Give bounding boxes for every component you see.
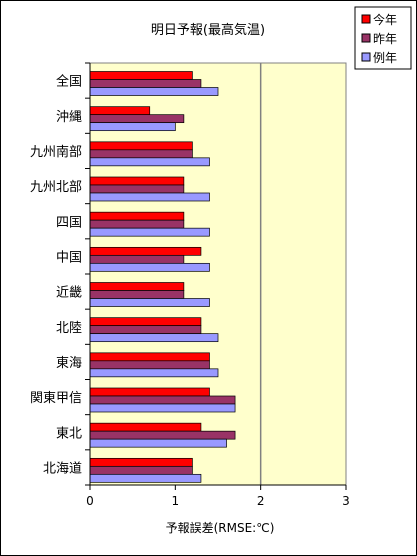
bar-1-5 [89, 211, 185, 221]
bar-1-7 [89, 282, 185, 291]
y-tick-label: 九州南部 [30, 144, 82, 160]
y-tick-label: 北陸 [56, 320, 82, 336]
legend-swatch-2 [361, 33, 371, 43]
bar-2-7 [89, 290, 185, 299]
y-tick-label: 九州北部 [30, 180, 82, 195]
bar-2-1 [89, 79, 202, 88]
bar-3-6 [89, 262, 210, 272]
bar-2-3 [89, 149, 193, 159]
y-tick-label: 北海道 [43, 461, 82, 476]
bar-3-11 [89, 438, 227, 448]
bar-3-5 [89, 227, 210, 237]
bar-3-1 [89, 87, 219, 96]
bar-2-11 [89, 430, 236, 440]
bar-2-4 [89, 184, 185, 194]
y-tick-label: 東海 [56, 355, 82, 371]
bar-1-4 [89, 176, 185, 186]
bar-3-9 [89, 368, 219, 378]
bar-3-7 [89, 298, 210, 307]
bar-1-2 [89, 106, 151, 116]
x-tick-label: 3 [342, 494, 350, 508]
bar-3-4 [89, 192, 210, 202]
x-axis-title: 予報誤差(RMSE:℃) [166, 520, 275, 535]
bar-3-10 [89, 403, 236, 413]
y-tick-label: 四国 [56, 215, 82, 230]
bar-1-8 [89, 317, 202, 327]
y-tick-label: 関東甲信 [30, 390, 82, 406]
bar-2-8 [89, 325, 202, 335]
legend-label-2: 昨年 [373, 32, 397, 46]
bar-series-group [89, 71, 236, 483]
bar-2-10 [89, 395, 236, 405]
x-tick-label: 0 [86, 494, 94, 508]
x-tick-label: 2 [257, 494, 265, 508]
bar-3-12 [89, 473, 202, 483]
bar-2-2 [89, 114, 185, 124]
y-tick-label: 東北 [56, 425, 82, 441]
x-tick-label: 1 [172, 494, 180, 508]
bar-1-10 [89, 387, 210, 397]
bar-2-12 [89, 465, 193, 475]
bar-1-6 [89, 246, 202, 256]
bar-3-2 [89, 122, 176, 132]
bar-3-8 [89, 333, 219, 343]
bar-2-9 [89, 360, 210, 370]
bar-3-3 [89, 157, 210, 167]
legend-label-3: 例年 [373, 51, 397, 65]
legend-swatch-1 [361, 14, 371, 24]
y-tick-label: 近畿 [56, 286, 82, 301]
bar-2-6 [89, 254, 185, 264]
bar-1-11 [89, 422, 202, 432]
chart-title: 明日予報(最高気温) [151, 22, 265, 38]
legend-swatch-3 [361, 52, 371, 62]
bar-1-9 [89, 352, 210, 362]
plot-area [89, 62, 347, 486]
bar-1-1 [89, 71, 193, 80]
bar-2-5 [89, 219, 185, 229]
y-tick-label: 全国 [56, 74, 82, 90]
bar-1-3 [89, 141, 193, 151]
legend-label-1: 今年 [373, 12, 397, 27]
y-tick-label: 沖縄 [56, 110, 82, 125]
bar-1-12 [89, 457, 193, 467]
y-tick-label: 中国 [56, 250, 82, 265]
